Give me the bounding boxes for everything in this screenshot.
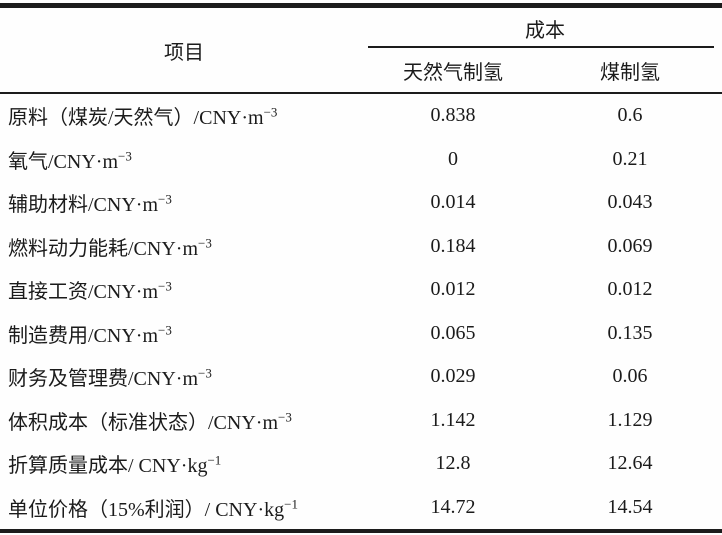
cell-natural-gas: 0: [448, 147, 458, 170]
cell-natural-gas: 0.184: [430, 234, 476, 257]
cell-coal: 1.129: [607, 408, 653, 431]
header-cost-spanner: 成本: [368, 6, 722, 49]
row-label-superscript: −1: [284, 496, 298, 512]
table-row: 氧气/CNY·m−3 0 0.21: [0, 138, 722, 182]
table-row: 单位价格（15%利润）/ CNY·kg−1 14.72 14.54: [0, 486, 722, 532]
row-label-superscript: −3: [118, 148, 132, 164]
row-label-text: 财务及管理费/CNY·m: [8, 368, 198, 391]
row-label: 直接工资/CNY·m−3: [0, 268, 368, 312]
cell-natural-gas: 0.065: [430, 321, 476, 344]
cell-coal: 0.069: [607, 234, 653, 257]
row-label: 原料（煤炭/天然气）/CNY·m−3: [0, 93, 368, 138]
row-label-text: 折算质量成本/ CNY·kg: [8, 455, 208, 478]
row-label-text: 燃料动力能耗/CNY·m: [8, 237, 198, 260]
cell-natural-gas: 14.72: [430, 495, 476, 518]
cell-coal: 0.012: [607, 278, 653, 301]
cost-table-header: 项目 成本 天然气制氢 煤制氢: [0, 5, 722, 94]
row-label-text: 制造费用/CNY·m: [8, 324, 158, 347]
cell-coal: 0.21: [612, 147, 648, 170]
header-row-spanner: 项目 成本: [0, 5, 722, 94]
row-label-superscript: −1: [207, 452, 222, 468]
table-row: 直接工资/CNY·m−3 0.012 0.012: [0, 268, 722, 312]
row-label: 燃料动力能耗/CNY·m−3: [0, 225, 368, 269]
table-row: 燃料动力能耗/CNY·m−3 0.184 0.069: [0, 225, 722, 269]
row-label: 财务及管理费/CNY·m−3: [0, 355, 368, 399]
row-label: 制造费用/CNY·m−3: [0, 312, 368, 356]
row-label: 折算质量成本/ CNY·kg−1: [0, 442, 368, 486]
cell-coal: 0.6: [617, 104, 643, 127]
table-row: 体积成本（标准状态）/CNY·m−3 1.142 1.129: [0, 399, 722, 443]
row-label-superscript: −3: [278, 409, 292, 425]
row-label-superscript: −3: [198, 365, 212, 381]
row-label-text: 氧气/CNY·m: [8, 150, 118, 173]
header-col-coal: 煤制氢: [538, 48, 722, 94]
table-row: 辅助材料/CNY·m−3 0.014 0.043: [0, 181, 722, 225]
header-col-natural-gas: 天然气制氢: [368, 48, 538, 94]
row-label-text: 体积成本（标准状态）/CNY·m: [8, 411, 278, 434]
row-label-text: 原料（煤炭/天然气）/CNY·m: [8, 107, 264, 130]
row-label-text: 直接工资/CNY·m: [8, 281, 158, 304]
row-label-text: 辅助材料/CNY·m: [8, 194, 158, 217]
cell-coal: 0.06: [612, 365, 648, 388]
cost-table: 项目 成本 天然气制氢 煤制氢 原料（煤炭/天然气）/CNY·m−3 0.838…: [0, 3, 722, 533]
row-label: 氧气/CNY·m−3: [0, 138, 368, 182]
cell-natural-gas: 0.029: [430, 365, 476, 388]
cell-natural-gas: 0.014: [430, 191, 476, 214]
row-label-superscript: −3: [263, 104, 278, 120]
cell-coal: 14.54: [607, 495, 653, 518]
row-label: 体积成本（标准状态）/CNY·m−3: [0, 399, 368, 443]
cell-natural-gas: 12.8: [435, 452, 471, 475]
cell-natural-gas: 1.142: [430, 408, 476, 431]
row-label-superscript: −3: [198, 235, 212, 251]
row-label: 单位价格（15%利润）/ CNY·kg−1: [0, 486, 368, 532]
row-label-text: 单位价格（15%利润）/ CNY·kg: [8, 498, 285, 521]
row-label-superscript: −3: [158, 322, 172, 338]
cost-table-body: 原料（煤炭/天然气）/CNY·m−3 0.838 0.6 氧气/CNY·m−3 …: [0, 93, 722, 531]
table-row: 折算质量成本/ CNY·kg−1 12.8 12.64: [0, 442, 722, 486]
row-label-superscript: −3: [158, 278, 172, 294]
table-row: 财务及管理费/CNY·m−3 0.029 0.06: [0, 355, 722, 399]
cell-coal: 0.043: [607, 191, 653, 214]
cell-natural-gas: 0.012: [430, 278, 476, 301]
cell-coal: 12.64: [607, 452, 653, 475]
table-row: 制造费用/CNY·m−3 0.065 0.135: [0, 312, 722, 356]
row-label: 辅助材料/CNY·m−3: [0, 181, 368, 225]
row-label-superscript: −3: [158, 191, 172, 207]
table-row: 原料（煤炭/天然气）/CNY·m−3 0.838 0.6: [0, 93, 722, 138]
cell-coal: 0.135: [607, 321, 653, 344]
header-row-sub: 天然气制氢 煤制氢: [0, 48, 722, 94]
header-item: 项目: [0, 5, 368, 94]
cell-natural-gas: 0.838: [430, 104, 476, 127]
